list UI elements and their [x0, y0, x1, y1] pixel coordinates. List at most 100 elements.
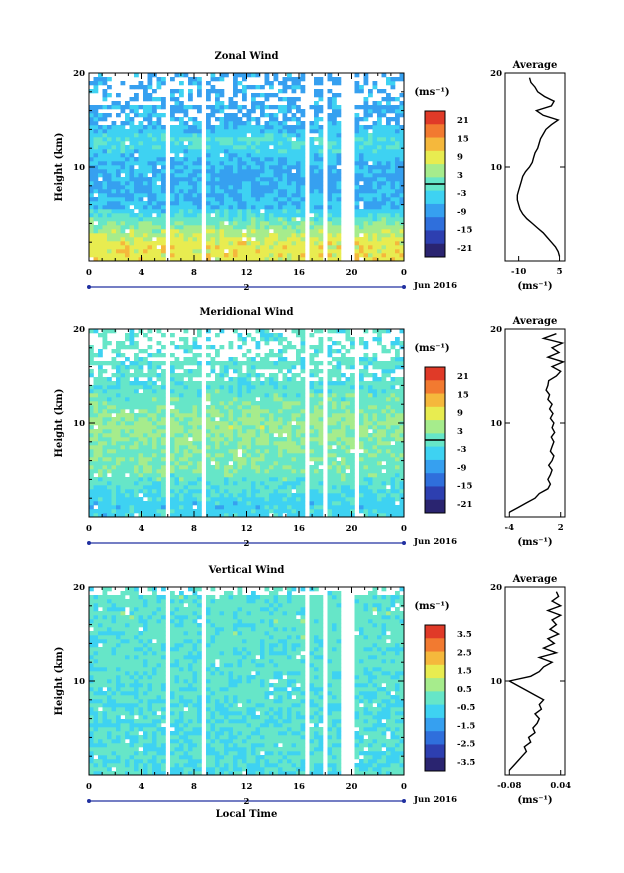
heatmap-cell	[260, 253, 265, 258]
heatmap-cell	[291, 117, 297, 122]
heatmap-cell	[237, 181, 243, 186]
heatmap-cell	[93, 385, 99, 390]
heatmap-cell	[107, 469, 112, 474]
heatmap-cell	[188, 165, 193, 170]
heatmap-cell	[372, 229, 378, 234]
heatmap-cell	[125, 365, 130, 370]
heatmap-cell	[318, 385, 324, 390]
heatmap-cell	[341, 445, 346, 450]
heatmap-cell	[192, 249, 198, 254]
heatmap-cell	[377, 217, 382, 222]
heatmap-cell	[120, 149, 126, 154]
heatmap-cell	[246, 481, 252, 486]
heatmap-cell	[242, 217, 247, 222]
heatmap-cell	[246, 397, 252, 402]
heatmap-cell	[242, 209, 247, 214]
heatmap-cell	[224, 157, 229, 162]
heatmap-cell	[161, 165, 166, 170]
heatmap-cell	[377, 137, 382, 142]
heatmap-cell	[386, 125, 391, 130]
heatmap-cell	[296, 105, 301, 110]
heatmap-cell	[120, 249, 126, 254]
heatmap-cell	[107, 405, 112, 410]
heatmap-cell	[93, 465, 99, 470]
heatmap-cell	[246, 233, 252, 238]
heatmap-cell	[89, 373, 94, 378]
heatmap-cell	[102, 429, 108, 434]
heatmap-cell	[341, 397, 346, 402]
heatmap-cell	[368, 233, 373, 238]
heatmap-cell	[107, 513, 112, 518]
heatmap-cell	[188, 89, 193, 94]
heatmap-cell	[233, 149, 238, 154]
heatmap-cell	[345, 349, 351, 354]
heatmap-cell	[102, 137, 108, 142]
heatmap-cell	[129, 393, 135, 398]
heatmap-cell	[363, 369, 369, 374]
heatmap-cell	[300, 513, 306, 518]
heatmap-cell	[318, 409, 324, 414]
heatmap-cell	[125, 497, 130, 502]
heatmap-cell	[228, 389, 234, 394]
heatmap-cell	[143, 157, 148, 162]
heatmap-cell	[390, 117, 396, 122]
heatmap-cell	[224, 485, 229, 490]
heatmap-cell	[98, 209, 103, 214]
heatmap-cell	[143, 453, 148, 458]
heatmap-cell	[336, 413, 342, 418]
heatmap-cell	[264, 493, 270, 498]
heatmap-cell	[260, 233, 265, 238]
heatmap-cell	[161, 81, 166, 86]
heatmap-cell	[98, 237, 103, 242]
heatmap-cell	[381, 89, 387, 94]
heatmap-cell	[345, 445, 351, 450]
heatmap-cell	[188, 129, 193, 134]
heatmap-cell	[116, 253, 121, 258]
heatmap-cell	[264, 341, 270, 346]
heatmap-cell	[125, 397, 130, 402]
heatmap-cell	[390, 217, 396, 222]
heatmap-cell	[174, 129, 180, 134]
heatmap-cell	[260, 157, 265, 162]
heatmap-cell	[264, 409, 270, 414]
heatmap-cell	[219, 505, 225, 510]
heatmap-cell	[116, 173, 121, 178]
heatmap-cell	[386, 189, 391, 194]
heatmap-cell	[93, 141, 99, 146]
heatmap-cell	[296, 257, 301, 262]
heatmap-cell	[282, 85, 288, 90]
heatmap-cell	[183, 153, 189, 158]
heatmap-cell	[287, 221, 292, 226]
heatmap-cell	[89, 81, 94, 86]
heatmap-cell	[152, 445, 157, 450]
heatmap-cell	[89, 453, 94, 458]
heatmap-cell	[134, 189, 139, 194]
heatmap-cell	[363, 101, 369, 106]
heatmap-cell	[255, 145, 261, 150]
heatmap-cell	[300, 429, 306, 434]
heatmap-cell	[206, 465, 211, 470]
heatmap-cell	[188, 449, 193, 454]
heatmap-cell	[260, 201, 265, 206]
heatmap-cell	[255, 465, 261, 470]
heatmap-cell	[368, 249, 373, 254]
heatmap-cell	[395, 225, 400, 230]
heatmap-cell	[215, 373, 220, 378]
heatmap-cell	[327, 433, 333, 438]
heatmap-cell	[264, 121, 270, 126]
heatmap-cell	[237, 389, 243, 394]
heatmap-cell	[89, 105, 94, 110]
heatmap-cell	[125, 213, 130, 218]
heatmap-cell	[111, 189, 117, 194]
heatmap-cell	[116, 177, 121, 182]
heatmap-cell	[156, 201, 162, 206]
heatmap-cell	[219, 389, 225, 394]
heatmap-cell	[215, 477, 220, 482]
heatmap-cell	[318, 513, 324, 518]
heatmap-cell	[152, 137, 157, 142]
heatmap-cell	[116, 185, 121, 190]
heatmap-cell	[143, 413, 148, 418]
heatmap-cell	[395, 161, 400, 166]
heatmap-cell	[309, 181, 315, 186]
heatmap-cell	[228, 385, 234, 390]
